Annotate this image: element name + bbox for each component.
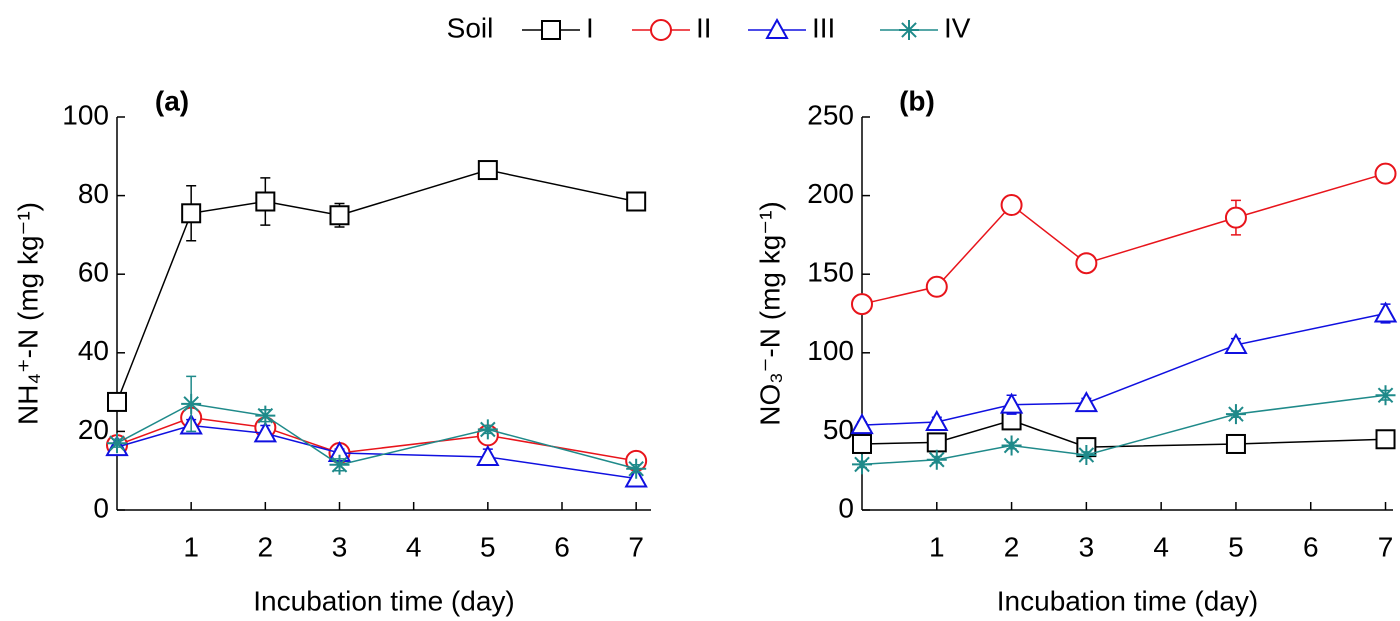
x-tick-label: 4 xyxy=(1153,531,1169,562)
x-tick-label: 2 xyxy=(258,531,274,562)
y-tick-label: 40 xyxy=(78,335,109,366)
series-line xyxy=(116,424,637,480)
legend-label: I xyxy=(586,12,594,43)
series-line xyxy=(116,169,637,403)
y-tick-label: 100 xyxy=(807,335,854,366)
x-axis-label: Incubation time (day) xyxy=(997,585,1258,616)
data-point xyxy=(1225,433,1246,454)
data-point xyxy=(476,444,500,466)
data-point xyxy=(181,203,202,224)
legend-marker xyxy=(765,17,789,39)
series-line xyxy=(861,394,1386,466)
data-point xyxy=(107,433,127,454)
x-axis-label: Incubation time (day) xyxy=(253,585,514,616)
data-point xyxy=(1000,194,1023,217)
series-line xyxy=(861,172,1386,305)
data-point xyxy=(925,275,948,298)
y-tick-label: 60 xyxy=(78,257,109,288)
legend-marker xyxy=(899,20,919,40)
y-tick-label: 150 xyxy=(807,257,854,288)
x-tick-label: 2 xyxy=(1004,531,1020,562)
y-tick-label: 80 xyxy=(78,178,109,209)
panel-label: (b) xyxy=(899,85,935,116)
legend-marker xyxy=(541,20,561,40)
data-point xyxy=(926,432,947,453)
legend-label: IV xyxy=(944,12,971,43)
data-point xyxy=(107,391,127,412)
x-tick-label: 4 xyxy=(406,531,422,562)
data-point xyxy=(255,405,276,426)
data-point xyxy=(477,160,498,181)
x-tick-label: 7 xyxy=(1378,531,1394,562)
data-point xyxy=(926,449,947,470)
y-tick-label: 0 xyxy=(838,492,854,523)
y-tick-label: 0 xyxy=(93,492,109,523)
data-point xyxy=(253,421,278,443)
data-point xyxy=(626,458,647,479)
data-point xyxy=(329,205,350,226)
x-tick-label: 1 xyxy=(929,531,945,562)
data-point xyxy=(181,393,202,414)
panel-label: (a) xyxy=(155,85,189,116)
data-point xyxy=(1076,444,1097,465)
x-tick-label: 3 xyxy=(1079,531,1095,562)
y-axis-label: NO₃⁻-N (mg kg⁻¹) xyxy=(754,201,785,426)
legend-title: Soil xyxy=(447,12,494,43)
data-point xyxy=(850,413,874,435)
data-point xyxy=(852,454,872,475)
data-point xyxy=(329,454,350,475)
data-point xyxy=(255,191,276,212)
x-tick-label: 5 xyxy=(480,531,496,562)
y-axis-label: NH₄⁺-N (mg kg⁻¹) xyxy=(12,202,43,425)
data-point xyxy=(1224,332,1248,354)
data-point xyxy=(1074,391,1099,413)
data-point xyxy=(1373,301,1398,323)
data-point xyxy=(999,392,1024,414)
x-tick-label: 3 xyxy=(332,531,348,562)
data-point xyxy=(851,293,873,316)
y-tick-label: 250 xyxy=(807,99,854,130)
y-tick-label: 100 xyxy=(62,99,109,130)
data-point xyxy=(925,409,949,431)
data-point xyxy=(1075,252,1098,275)
data-point xyxy=(1375,429,1396,450)
legend-label: III xyxy=(812,12,835,43)
data-point xyxy=(1375,385,1396,406)
legend-marker xyxy=(650,19,672,41)
data-point xyxy=(852,433,872,454)
data-point xyxy=(1224,206,1247,229)
data-point xyxy=(1001,435,1022,456)
x-tick-label: 7 xyxy=(628,531,644,562)
series-line xyxy=(861,312,1386,426)
series-line xyxy=(861,419,1386,448)
x-tick-label: 5 xyxy=(1228,531,1244,562)
data-point xyxy=(477,419,498,440)
y-tick-label: 20 xyxy=(78,414,109,445)
series-line xyxy=(116,403,637,470)
x-tick-label: 1 xyxy=(183,531,199,562)
legend-label: II xyxy=(696,12,712,43)
data-point xyxy=(1374,162,1397,185)
x-tick-label: 6 xyxy=(1303,531,1319,562)
x-tick-label: 6 xyxy=(554,531,570,562)
y-tick-label: 50 xyxy=(823,414,854,445)
data-point xyxy=(1225,404,1246,425)
data-point xyxy=(626,191,647,212)
y-tick-label: 200 xyxy=(807,178,854,209)
